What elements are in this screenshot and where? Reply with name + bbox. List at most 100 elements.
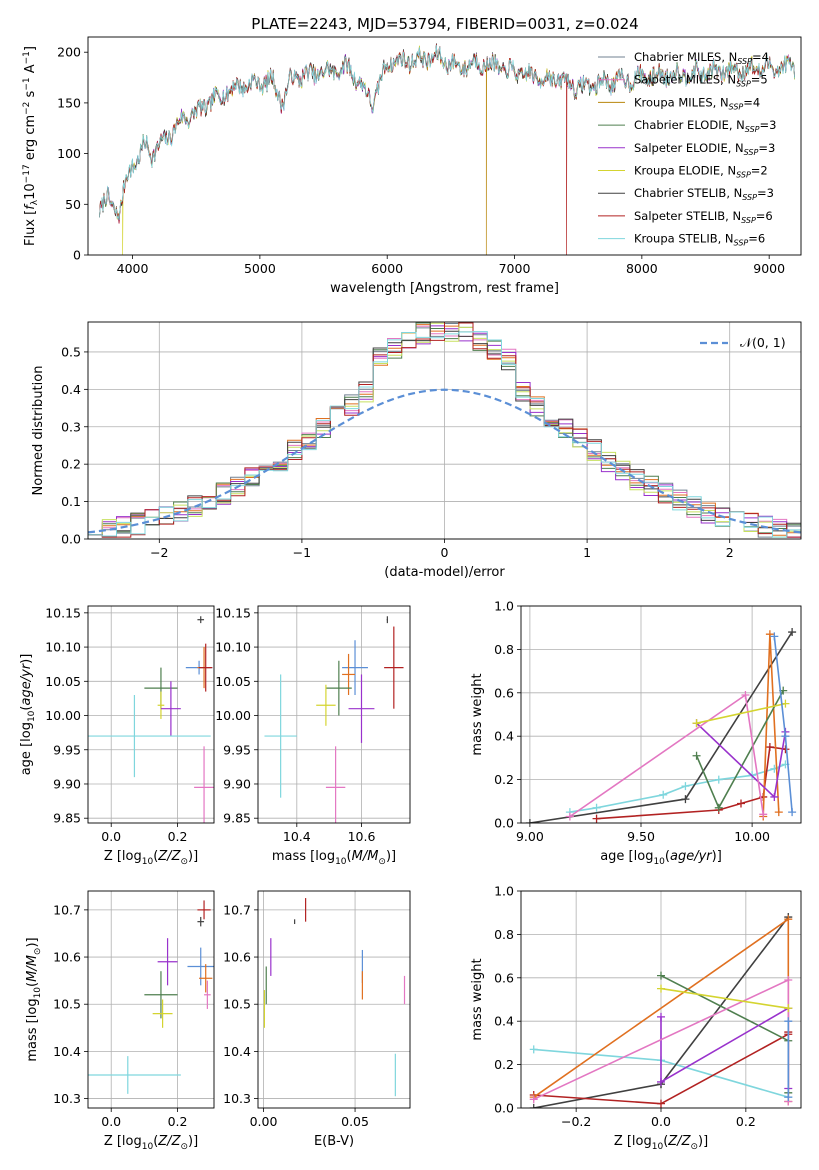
legend-text: Kroupa MILES, N	[634, 95, 729, 109]
label-part: age [log	[600, 849, 653, 864]
label-part: s	[23, 90, 38, 101]
y-axis-label: age [log10(age/yr)]	[19, 654, 37, 776]
y-tick-label: 1.0	[494, 884, 514, 899]
y-tick-label: 0	[73, 248, 81, 263]
y-tick-label: 100	[57, 146, 81, 161]
x-tick-label: 0	[441, 545, 449, 560]
weight-marker	[529, 1045, 538, 1054]
spectrum-line-8	[99, 44, 795, 221]
label-part: (	[665, 849, 670, 864]
label-part: (	[19, 706, 34, 711]
legend-subscript: SSP	[745, 125, 760, 134]
panel-mass_vs_Z: 0.0 0.210.310.410.510.610.7Z [log10(Z/Z⊙)…	[25, 890, 215, 1152]
y-tick-label: 9.90	[223, 776, 251, 791]
errorbar-point	[88, 694, 211, 778]
errorbar-point	[194, 746, 214, 823]
errorbar-point	[316, 684, 336, 726]
label-part: −2	[22, 102, 32, 115]
x-tick-label: 10.6	[348, 829, 376, 844]
weight-marker	[784, 1004, 793, 1013]
y-tick-label: 50	[65, 197, 81, 212]
label-part: Z [log	[614, 1134, 652, 1149]
y-axis-label: mass [log10(M/M⊙)]	[25, 937, 43, 1061]
plot-area-spectrum	[99, 43, 795, 255]
weight-marker	[770, 792, 779, 801]
y-tick-label: 10.4	[223, 1044, 251, 1059]
y-tick-label: 0.6	[494, 970, 514, 985]
weight-marker	[741, 690, 750, 699]
x-tick-label: 0.0	[101, 829, 121, 844]
x-tick-label: 7000	[499, 261, 531, 276]
weight-line-6	[569, 693, 764, 818]
label-part: f	[23, 203, 38, 210]
legend-entry: Kroupa MILES, NSSP=4	[634, 95, 760, 111]
weight-marker	[784, 1017, 793, 1026]
weight-marker	[781, 732, 790, 741]
label-part: ⊙	[378, 857, 386, 867]
panel-weight_vs_age: 9.00 9.50 10.00 0.0 0.2 0.4 0.6 0.8 1.0 mass weig…	[470, 599, 802, 867]
errorbar-point	[157, 938, 178, 986]
weight-marker	[657, 1077, 665, 1086]
legend-tail: =4	[743, 95, 760, 109]
plot-area-residuals	[88, 322, 801, 539]
label-part: (	[663, 1134, 668, 1149]
label-part: 10	[142, 857, 154, 867]
legend-text: Kroupa STELIB, N	[634, 232, 734, 246]
label-part: λ	[30, 199, 40, 205]
label-part: (	[153, 1134, 158, 1149]
y-tick-label: 0.5	[61, 344, 81, 359]
ticks-mass_vs_Z: 0.0 0.2 10.3 10.4 10.5 10.6 10.7	[53, 902, 187, 1129]
y-axis-label: mass weight	[470, 673, 485, 755]
y-tick-label: 0.1	[61, 494, 81, 509]
weight-marker	[765, 630, 774, 639]
weight-marker	[529, 1104, 538, 1108]
panel-mass_vs_ebv: 0.00 0.05 10.3 10.4 10.5 10.6 10.7 E(B-V)	[223, 890, 411, 1149]
ticks-spectrum: 4000 5000 6000 7000 8000 9000 0 50 100 150 200	[57, 45, 785, 276]
y-tick-label: 10.00	[215, 708, 251, 723]
y-tick-label: 10.5	[53, 997, 81, 1012]
errorbar-point	[342, 653, 356, 695]
legend-entry: Chabrier ELODIE, NSSP=3	[634, 118, 776, 134]
legend-subscript: SSP	[737, 57, 752, 66]
x-tick-label: 6000	[371, 261, 403, 276]
weight-marker	[565, 812, 574, 821]
label-part: M/M	[25, 955, 40, 982]
label-part: −1	[22, 51, 32, 64]
legend-entry: 𝒩(0, 1)	[740, 335, 786, 350]
weight-marker	[788, 628, 797, 637]
label-part: age/yr	[19, 662, 34, 705]
legend-subscript: SSP	[729, 102, 744, 111]
y-tick-label: 0.2	[61, 457, 81, 472]
ticks-weight_vs_age: 9.00 9.50 10.00 0.0 0.2 0.4 0.6 0.8 1.0	[494, 599, 770, 845]
y-tick-label: 10.05	[45, 674, 81, 689]
weight-marker	[781, 699, 790, 708]
panel-residuals: −2 −1 0 1 2 0.0 0.1 0.2 0.3 0.4 0.5 (data-model)/er…	[31, 321, 802, 580]
legend-text: Chabrier MILES, N	[634, 50, 737, 64]
legend-tail: =6	[748, 232, 765, 246]
plot-area-mass_vs_ebv	[263, 898, 406, 1097]
axes-frame	[87, 605, 215, 824]
label-part: mass weight	[470, 958, 485, 1040]
legend-subscript: SSP	[736, 80, 751, 89]
label-part: M/M	[352, 849, 379, 864]
label-part: ⊙	[180, 857, 188, 867]
label-part: 10	[33, 987, 43, 999]
y-tick-label: 1.0	[494, 599, 514, 614]
label-part: 10	[652, 1142, 664, 1152]
weight-marker	[692, 751, 701, 760]
axes-frame	[520, 605, 802, 824]
label-part: (	[25, 982, 40, 987]
errorbar-point	[144, 971, 178, 1019]
weight-marker	[759, 810, 768, 819]
label-part: mass weight	[470, 673, 485, 755]
label-part: 10	[653, 857, 665, 867]
legend-tail: =2	[751, 164, 768, 178]
label-part: Z/Z	[667, 1134, 691, 1149]
errorbar-point	[88, 1056, 181, 1094]
x-tick-label: 0.0	[651, 1114, 671, 1129]
plot-area-weight_vs_Z	[529, 913, 793, 1108]
errorbar-point	[197, 616, 205, 624]
weight-marker	[659, 790, 668, 799]
x-axis-label: Z [log10(Z/Z⊙)]	[104, 849, 198, 867]
